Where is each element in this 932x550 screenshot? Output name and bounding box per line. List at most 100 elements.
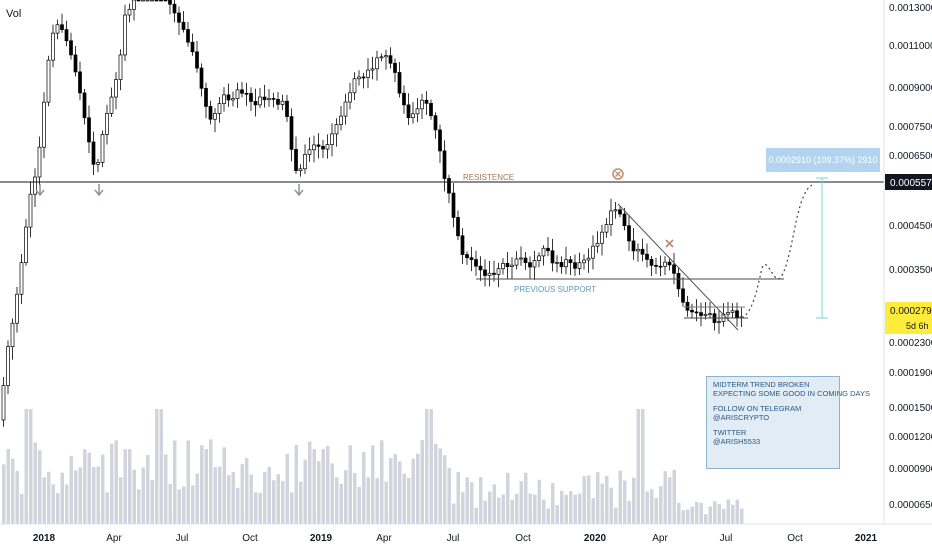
candle-body [492,272,496,275]
trend-line[interactable] [617,203,739,331]
note-box[interactable]: MIDTERM TREND BROKEN EXPECTING SOME GOOD… [706,376,870,469]
candle-body [730,310,735,313]
candle [1,376,6,427]
candle [604,218,609,238]
candle-body [123,14,127,56]
candle-body [699,312,703,316]
candle [181,10,186,33]
arrow-down-icon [35,184,45,197]
price-axis[interactable]: 0.0013000 0.0011000 0.0009000 0.0007500 0.00… [889,3,932,511]
candle-layer [1,0,744,427]
candle-body [708,313,712,316]
candle-body [145,0,150,2]
candle-body [330,133,334,146]
volume-bar [317,461,321,524]
candle [469,246,474,272]
candle-body [487,272,492,276]
candle [15,286,19,333]
candle-body [64,29,69,42]
price-tick-label: 0.0000650 [889,500,932,511]
support-label: PREVIOUS SUPPORT [514,285,596,294]
candle [280,94,285,111]
volume-bar [87,452,91,524]
price-tick-label: 0.0009000 [889,83,932,94]
candle-body [663,261,667,267]
volume-bar [173,440,177,524]
volume-bar [420,440,424,524]
candle-body [154,0,159,2]
volume-bar [717,504,721,524]
candle-body [411,113,415,119]
time-tick-label: Jul [176,533,189,544]
volume-bar [182,486,186,524]
candle [195,40,199,73]
candle-body [388,55,393,64]
candle-body [465,254,469,259]
candle-body [96,162,100,165]
volume-bar [452,503,456,524]
volume-bar [492,484,496,524]
volume-bar [686,509,690,524]
volume-bar [303,459,307,524]
volume-bar [357,486,361,524]
volume-bar [528,493,532,524]
candle [289,108,294,162]
volume-bar [695,501,699,524]
volume-bar [308,441,312,524]
candle-body [181,21,186,30]
candle-body [186,29,190,43]
candle [208,100,213,125]
volume-bar [479,477,483,524]
candle [186,21,190,47]
volume-bar [240,464,244,524]
volume-bar [110,443,114,524]
candle [141,0,145,2]
time-axis[interactable]: 2018 Apr Jul Oct 2019 Apr Jul Oct 2020 Apr Jul Oct 2… [33,533,878,544]
volume-bar [92,467,96,524]
price-tick-label: 0.0001900 [889,368,932,379]
candle-body [424,99,429,104]
candle [379,53,384,62]
candle [420,93,424,120]
volume-bar [164,454,168,524]
candle-body [235,89,240,99]
candle-body [244,92,249,95]
candle [10,318,15,360]
volume-bar [245,458,249,524]
candle-body [541,247,546,257]
candle [307,137,312,162]
volume-bar [272,480,276,524]
candle-body [280,100,285,105]
candle-body [667,261,672,266]
volume-bar [290,492,294,524]
price-tick-label: 0.0011000 [889,41,932,52]
volume-bar [258,492,262,524]
candle [609,198,613,236]
volume-bar [2,464,6,524]
candle-body [451,192,456,218]
candle-body [60,24,64,30]
volume-bar [713,501,717,524]
candle-body [469,257,474,260]
candle [433,112,438,139]
candle [550,238,555,272]
measure-label-box [766,148,880,172]
candle [478,256,483,281]
candle-body [222,94,226,104]
volume-bar [33,442,37,524]
volume-bar [555,505,559,524]
volume-bar [560,490,564,524]
candle-body [496,268,501,275]
volume-bar [249,474,253,524]
candle [33,168,37,208]
candle-body [559,262,564,268]
candle [690,303,694,319]
volume-bar [285,453,289,524]
candle [78,61,82,101]
candle [658,255,663,277]
candle-body [618,209,622,215]
candle-body [537,255,541,262]
volume-bar [281,481,285,524]
